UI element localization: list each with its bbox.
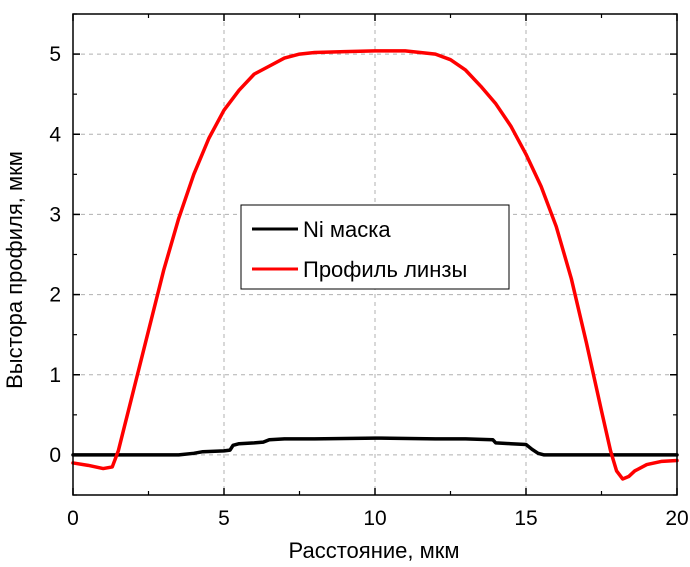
legend-box — [240, 204, 510, 290]
axis-tick-labels: 0 5 10 15 20 0 1 2 3 4 5 — [49, 43, 688, 530]
x-tick-label: 10 — [363, 507, 386, 530]
x-tick-label: 5 — [218, 507, 230, 530]
x-tick-label: 0 — [67, 507, 79, 530]
y-tick-label: 5 — [49, 43, 61, 66]
y-tick-label: 3 — [49, 203, 61, 226]
series-line-lens-profile — [71, 49, 679, 481]
legend: Ni маска Профиль линзы — [240, 204, 510, 290]
x-tick-label: 20 — [665, 507, 688, 530]
legend-label-ni-mask: Ni маска — [303, 217, 391, 242]
x-tick-label: 15 — [514, 507, 537, 530]
y-axis-title: Выстора профиля, мкм — [2, 151, 27, 389]
y-tick-label: 2 — [49, 284, 61, 307]
series-layer — [71, 49, 679, 481]
x-axis-title: Расстояние, мкм — [289, 538, 460, 563]
y-tick-label: 4 — [49, 123, 61, 146]
y-tick-label: 1 — [49, 364, 61, 387]
series-line-ni-mask — [71, 436, 679, 457]
y-tick-label: 0 — [49, 444, 61, 467]
axis-ticks — [72, 13, 678, 496]
legend-label-lens-profile: Профиль линзы — [303, 257, 467, 282]
